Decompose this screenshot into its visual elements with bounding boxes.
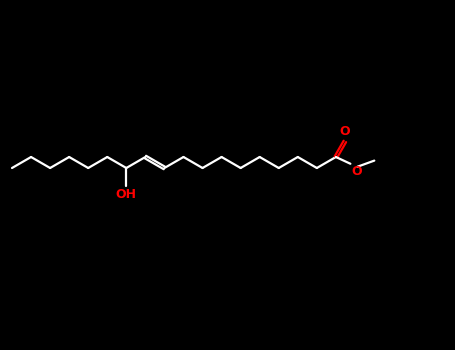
Text: O: O xyxy=(351,165,362,178)
Text: OH: OH xyxy=(116,188,137,201)
Text: O: O xyxy=(339,125,350,138)
